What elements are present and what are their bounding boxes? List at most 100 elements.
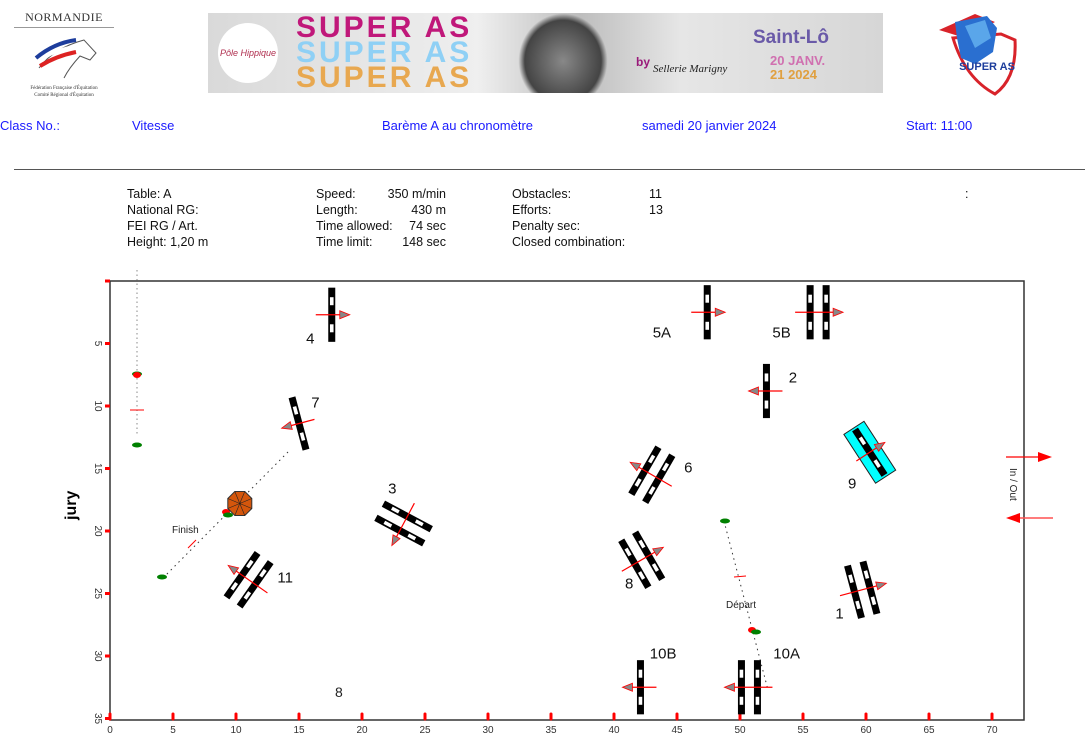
- info-col-3: Obstacles: Efforts: Penalty sec: Closed …: [512, 186, 625, 250]
- length-label: Length:: [316, 203, 358, 217]
- rail-stripe: [383, 520, 393, 528]
- sponsor-by: by: [636, 55, 651, 69]
- stray-number-label: 8: [335, 684, 343, 700]
- obstacle-10A: [723, 660, 773, 715]
- x-tick-label: 50: [734, 725, 746, 736]
- banner-title-3: SUPER AS: [296, 61, 473, 93]
- rail-stripe: [848, 574, 854, 584]
- jump-direction-arrow-icon: [832, 307, 845, 317]
- rail-stripe: [243, 591, 252, 600]
- y-tick-label: 15: [92, 463, 103, 475]
- finish-label: Finish: [172, 525, 199, 536]
- rail-stripe: [259, 568, 267, 578]
- start-time: Start: 11:00: [906, 118, 973, 133]
- rail-stripe: [755, 696, 760, 705]
- rail-stripe: [638, 571, 646, 580]
- y-tick-label: 30: [92, 650, 103, 662]
- time-allowed-value: 74 sec: [409, 219, 446, 233]
- info-colon: :: [965, 187, 969, 201]
- flag-green-icon: [132, 442, 142, 448]
- obstacle-number: 8: [625, 576, 633, 593]
- banner-title-2: SUPER AS: [296, 36, 473, 69]
- sponsor-name: Sellerie Marigny: [653, 63, 728, 75]
- rail-stripe: [390, 506, 400, 514]
- finish-arrow-icon: [187, 539, 197, 549]
- jump-direction-arrow-icon: [723, 682, 735, 692]
- flag-green-icon: [720, 518, 730, 524]
- flag-green-icon: [751, 629, 761, 635]
- obstacle-number: 11: [277, 569, 293, 586]
- rail-stripe: [648, 454, 656, 464]
- jump-direction-arrow-icon: [227, 564, 240, 576]
- obstacle-1: [839, 560, 888, 619]
- flag-green-icon: [223, 512, 233, 518]
- rail-stripe: [634, 478, 642, 487]
- rail-stripe: [858, 436, 867, 446]
- obstacles-value: 11: [649, 187, 662, 201]
- obstacle-number: 3: [388, 481, 396, 498]
- jump-direction-arrow-icon: [873, 441, 886, 452]
- banner-city: Saint-Lô: [753, 27, 829, 48]
- obstacle-2: [747, 363, 783, 419]
- rail-stripe: [329, 297, 334, 306]
- x-tick-label: 65: [923, 725, 935, 736]
- rail-stripe: [661, 462, 670, 472]
- y-tick-label: 10: [92, 400, 103, 412]
- x-tick-label: 70: [986, 725, 998, 736]
- efforts-value: 13: [649, 203, 663, 217]
- flag-red-icon: [133, 372, 141, 378]
- obstacle-number: 4: [306, 331, 314, 348]
- x-tick-label: 40: [608, 725, 620, 736]
- rail-stripe: [246, 559, 254, 569]
- obstacle-number: 2: [789, 369, 797, 386]
- rail-stripe: [808, 321, 812, 330]
- rail-stripe: [755, 669, 760, 678]
- obstacle-5B: [795, 285, 845, 340]
- obstacle-3: [374, 500, 433, 547]
- x-tick-label: 60: [860, 725, 872, 736]
- x-tick-label: 0: [107, 725, 113, 736]
- x-tick-label: 15: [293, 725, 305, 736]
- rail-stripe: [407, 533, 417, 541]
- rail-stripe: [824, 294, 828, 303]
- super-as-text: SUPER AS: [959, 61, 1015, 73]
- jump-direction-arrow-icon: [714, 307, 727, 317]
- event-banner: Pôle Hippique SUPER AS SUPER AS SUPER AS…: [208, 13, 883, 93]
- x-tick-label: 10: [230, 725, 242, 736]
- start-arrow-icon: [733, 575, 747, 578]
- rail-stripe: [624, 547, 632, 557]
- super-as-logo: SUPER AS: [935, 8, 1017, 96]
- x-tick-label: 5: [170, 725, 176, 736]
- time-allowed-label: Time allowed:: [316, 219, 393, 233]
- header-divider: [14, 169, 1085, 170]
- rail-stripe: [739, 696, 744, 705]
- banner-date-2: 21 2024: [770, 67, 817, 82]
- closed-combination-label: Closed combination:: [512, 235, 626, 249]
- logo-line-1: Fédération Française d'Équitation: [30, 86, 98, 91]
- obstacle-8: [618, 530, 666, 589]
- rail-stripe: [808, 294, 812, 303]
- height: Height: 1,20 m: [127, 235, 209, 249]
- rail-stripe: [638, 696, 643, 705]
- class-date: samedi 20 janvier 2024: [642, 118, 777, 133]
- jump-direction-arrow-icon: [652, 546, 665, 557]
- y-tick-label: 5: [92, 341, 103, 347]
- y-tick-label: 25: [92, 588, 103, 600]
- ffe-normandie-logo: NORMANDIE Fédération Française d'Équitat…: [14, 10, 114, 100]
- obstacle-number: 10B: [650, 646, 677, 663]
- rail-stripe: [651, 563, 659, 572]
- obstacle-number: 6: [684, 459, 692, 476]
- obstacle-number: 9: [848, 476, 856, 493]
- rail-stripe: [739, 669, 744, 678]
- out-arrow-icon: [1006, 513, 1053, 523]
- length-value: 430 m: [411, 203, 446, 217]
- rail-stripe: [705, 294, 710, 303]
- rail-stripe: [329, 324, 334, 333]
- obstacle-4: [315, 287, 351, 342]
- obstacle-9: [843, 420, 897, 484]
- logo-title: NORMANDIE: [14, 10, 114, 28]
- time-limit-label: Time limit:: [316, 235, 373, 249]
- rail-stripe: [764, 400, 769, 409]
- jury-label: jury: [63, 491, 80, 521]
